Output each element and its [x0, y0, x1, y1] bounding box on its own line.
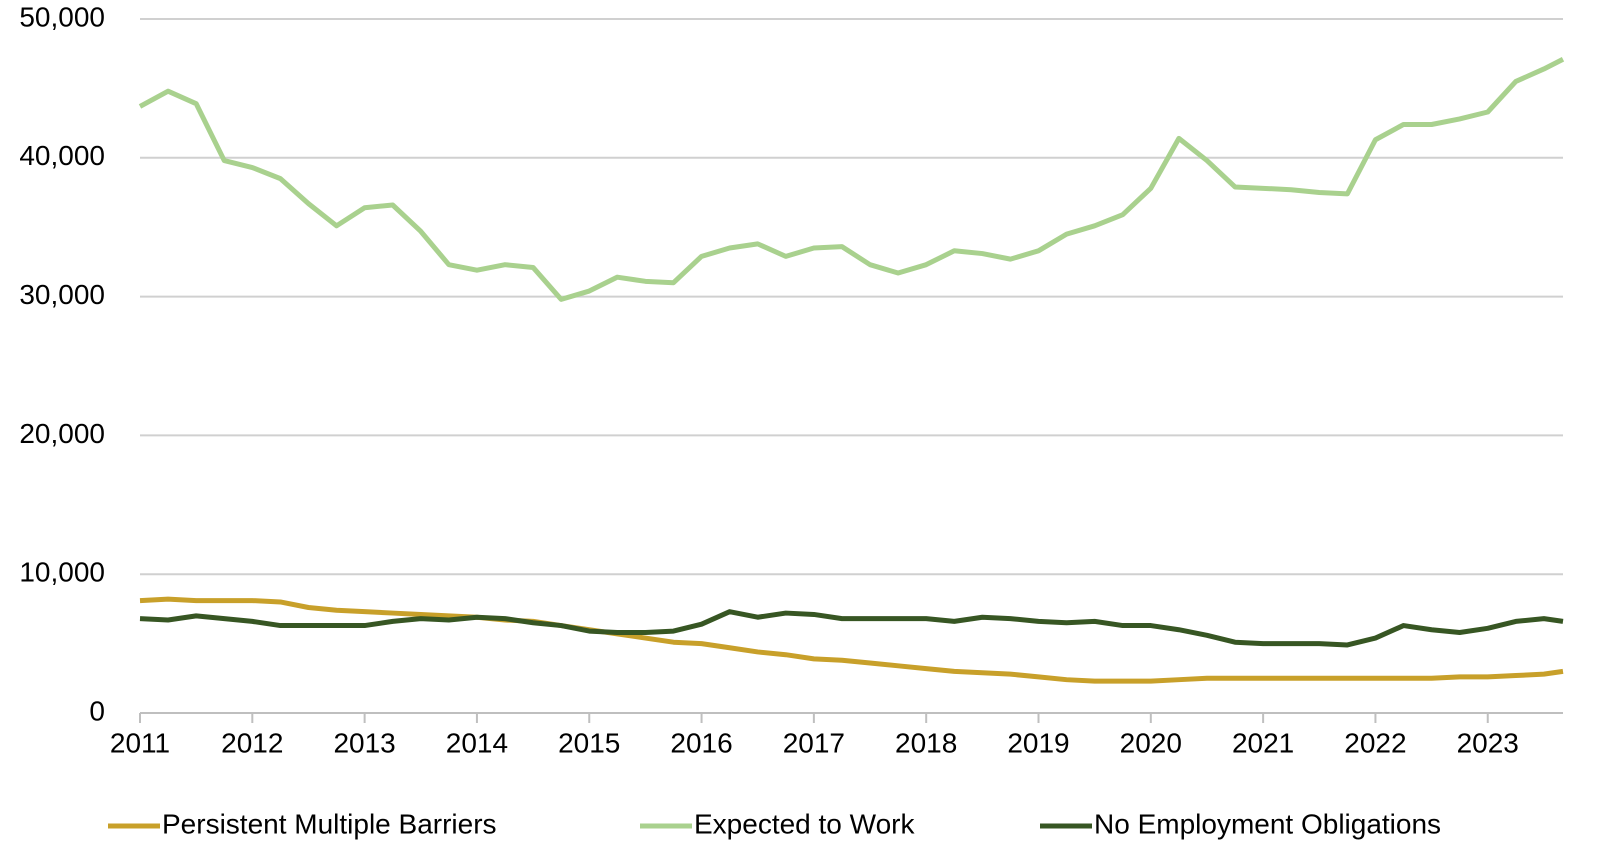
- x-tick-label: 2016: [670, 727, 732, 758]
- series-line: [139, 609, 1564, 648]
- x-tick-label: 2013: [333, 727, 395, 758]
- legend-label: Persistent Multiple Barriers: [162, 808, 497, 839]
- x-tick-label: 2019: [1007, 727, 1069, 758]
- x-tick-label: 2014: [446, 727, 508, 758]
- x-tick-label: 2021: [1232, 727, 1294, 758]
- x-tick-label: 2015: [558, 727, 620, 758]
- series-line: [139, 596, 1564, 684]
- y-tick-label: 50,000: [19, 1, 105, 32]
- legend-label: Expected to Work: [694, 808, 915, 839]
- y-tick-label: 40,000: [19, 140, 105, 171]
- x-tick-label: 2012: [221, 727, 283, 758]
- x-tick-label: 2023: [1457, 727, 1519, 758]
- y-tick-label: 20,000: [19, 418, 105, 449]
- y-tick-label: 10,000: [19, 557, 105, 588]
- legend-label: No Employment Obligations: [1094, 808, 1441, 839]
- x-tick-label: 2020: [1120, 727, 1182, 758]
- y-tick-label: 0: [89, 695, 105, 726]
- x-tick-label: 2011: [110, 727, 170, 758]
- y-tick-label: 30,000: [19, 279, 105, 310]
- x-tick-label: 2018: [895, 727, 957, 758]
- x-tick-label: 2017: [783, 727, 845, 758]
- x-tick-label: 2022: [1344, 727, 1406, 758]
- series-line: [138, 57, 1565, 302]
